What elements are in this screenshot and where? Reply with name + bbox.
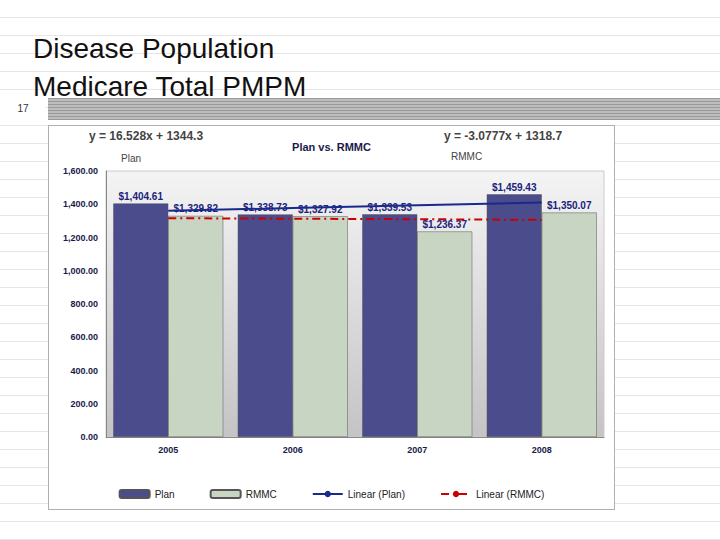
svg-text:0.00: 0.00 xyxy=(80,432,98,442)
svg-text:$1,459.43: $1,459.43 xyxy=(492,182,537,193)
svg-text:1,600.00: 1,600.00 xyxy=(63,166,98,176)
svg-text:1,000.00: 1,000.00 xyxy=(63,266,98,276)
svg-text:$1,338.73: $1,338.73 xyxy=(243,201,288,213)
svg-text:1,200.00: 1,200.00 xyxy=(63,233,98,243)
svg-text:800.00: 800.00 xyxy=(70,299,98,309)
html-text:17: 17 xyxy=(17,103,29,114)
svg-text:$1,236.37: $1,236.37 xyxy=(423,219,468,230)
svg-text:RMMC: RMMC xyxy=(451,151,482,162)
svg-text:$1,404.61: $1,404.61 xyxy=(119,191,164,202)
svg-text:$1,329.82: $1,329.82 xyxy=(173,203,218,215)
html-text:Disease Population: Disease Population xyxy=(33,33,275,64)
svg-text:2007: 2007 xyxy=(407,445,427,455)
svg-text:$1,327.92: $1,327.92 xyxy=(298,204,343,215)
svg-text:Plan vs. RMMC: Plan vs. RMMC xyxy=(292,141,371,153)
svg-text:$1,350.07: $1,350.07 xyxy=(547,200,592,211)
svg-text:600.00: 600.00 xyxy=(70,332,98,342)
svg-text:Linear (Plan): Linear (Plan) xyxy=(348,489,405,500)
svg-text:$1,339.53: $1,339.53 xyxy=(368,202,413,213)
svg-text:2008: 2008 xyxy=(532,445,552,455)
svg-text:RMMC: RMMC xyxy=(246,489,277,500)
svg-text:Plan: Plan xyxy=(155,489,175,500)
svg-text:Linear (RMMC): Linear (RMMC) xyxy=(476,489,544,500)
svg-text:400.00: 400.00 xyxy=(70,366,98,376)
svg-text:200.00: 200.00 xyxy=(70,399,98,409)
svg-text:2006: 2006 xyxy=(283,445,303,455)
svg-text:2005: 2005 xyxy=(158,445,178,455)
html-text:Medicare Total PMPM: Medicare Total PMPM xyxy=(33,71,307,102)
svg-text:y = 16.528x + 1344.3: y = 16.528x + 1344.3 xyxy=(89,129,203,143)
svg-text:y = -3.0777x + 1318.7: y = -3.0777x + 1318.7 xyxy=(444,129,562,143)
svg-text:Plan: Plan xyxy=(121,153,141,164)
svg-text:1,400.00: 1,400.00 xyxy=(63,199,98,209)
